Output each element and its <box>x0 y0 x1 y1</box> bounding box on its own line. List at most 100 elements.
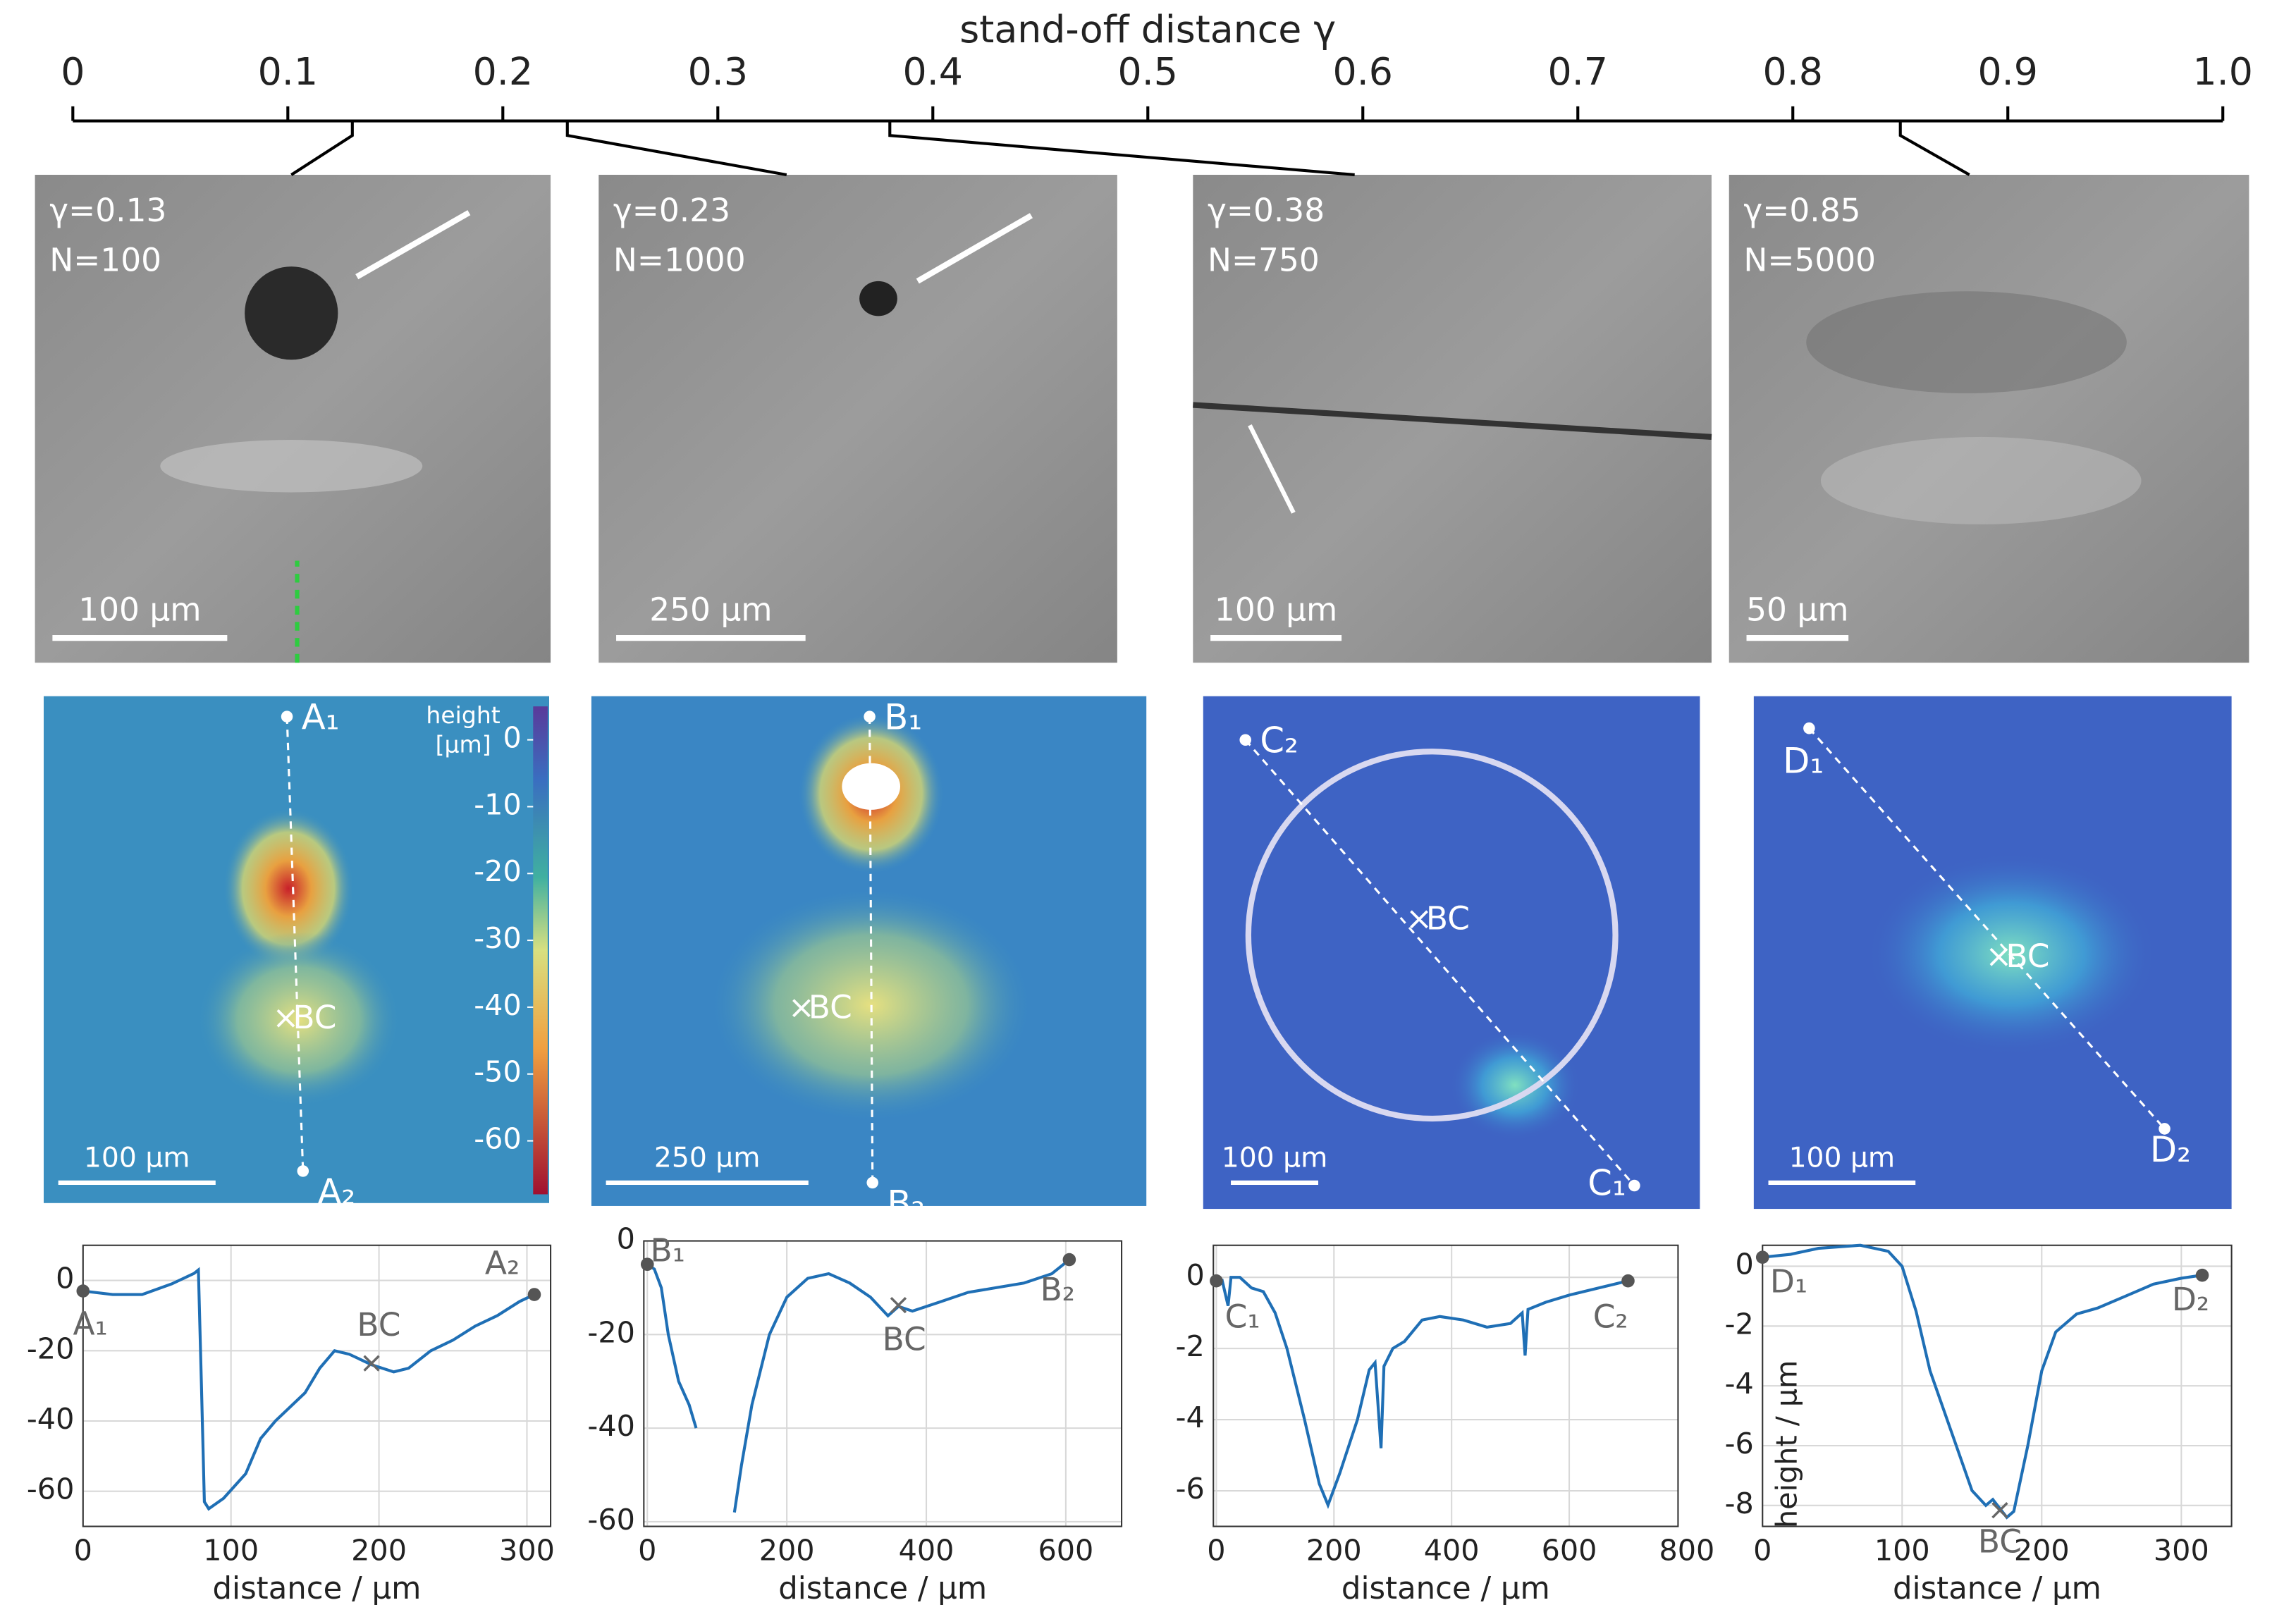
light-zone <box>1820 436 2142 524</box>
sem-image <box>598 174 1117 663</box>
tick-label: 0.1 <box>258 49 318 94</box>
bc-label: BC <box>809 988 852 1026</box>
scale-label: 100 µm <box>78 591 201 628</box>
x-axis-label: distance / µm <box>1341 1571 1550 1606</box>
gamma-label: γ=0.38 <box>1208 192 1325 229</box>
sem-image <box>1729 174 2249 663</box>
end-point <box>1062 1253 1076 1267</box>
y-tick-label: -40 <box>587 1409 634 1443</box>
hot-spot <box>223 808 355 969</box>
bc-label: BC <box>1426 899 1470 937</box>
x-tick-label: 0 <box>638 1534 656 1568</box>
x-tick-label: 800 <box>1659 1534 1714 1568</box>
profile-end-label: B₂ <box>887 1183 925 1224</box>
y-tick-label: -2 <box>1725 1307 1754 1341</box>
colorbar-tick-label: -40 <box>474 988 521 1022</box>
annotation: C₂ <box>1593 1298 1628 1335</box>
bc-cross: × <box>272 999 299 1036</box>
colorbar-tick-label: -60 <box>474 1122 521 1156</box>
x-tick-label: 0 <box>1207 1534 1225 1568</box>
x-tick-label: 100 <box>203 1534 259 1568</box>
y-tick-label: -4 <box>1176 1401 1205 1434</box>
sem-image <box>35 174 551 663</box>
annotation: D₂ <box>2172 1281 2209 1318</box>
y-tick-label: -20 <box>27 1331 74 1365</box>
profile-line <box>82 1267 535 1511</box>
profile-end-label: A₂ <box>317 1171 355 1212</box>
x-tick-label: 600 <box>1038 1534 1093 1568</box>
bc-cross: × <box>1406 899 1432 937</box>
bc-cross: × <box>788 988 815 1026</box>
colorbar-title: [µm] <box>436 730 491 758</box>
y-tick-label: -60 <box>27 1472 74 1506</box>
y-tick-label: 0 <box>1736 1247 1754 1281</box>
n-label: N=750 <box>1208 241 1320 278</box>
x-tick-label: 400 <box>899 1534 954 1568</box>
plot-frame <box>643 1240 1123 1527</box>
x-axis-label: distance / µm <box>1893 1571 2101 1606</box>
x-tick-label: 400 <box>1424 1534 1480 1568</box>
colorbar-tick-label: -20 <box>474 854 521 888</box>
marker-connector <box>1898 121 1970 176</box>
arrow <box>355 210 471 280</box>
x-axis-label: distance / µm <box>778 1571 987 1606</box>
gamma-label: γ=0.85 <box>1743 192 1860 229</box>
profile-end <box>864 710 876 722</box>
profile-line <box>1762 1243 2203 1520</box>
profile-line <box>286 716 305 1171</box>
tick-label: 1.0 <box>2192 49 2252 94</box>
bc-cross: × <box>1988 1492 2013 1526</box>
ring <box>1245 749 1619 1122</box>
tick-label: 0 <box>61 49 85 94</box>
end-point <box>76 1284 90 1298</box>
height-map <box>1203 696 1700 1210</box>
bc-cross: × <box>360 1346 384 1379</box>
profile-line <box>646 1258 1071 1513</box>
annotation: C₁ <box>1225 1298 1260 1335</box>
gamma-label: γ=0.13 <box>49 192 166 229</box>
x-axis-label: distance / µm <box>213 1571 422 1606</box>
scratch <box>1193 402 1712 441</box>
annotation: A₂ <box>485 1245 520 1282</box>
colorbar-tick-label: -50 <box>474 1055 521 1089</box>
profile-end <box>281 710 293 722</box>
profile-end <box>1628 1179 1640 1192</box>
profile-start-label: A₁ <box>302 696 340 737</box>
x-tick-label: 600 <box>1542 1534 1597 1568</box>
tick-label: 0.8 <box>1763 49 1823 94</box>
colorbar <box>533 706 548 1195</box>
scale-label: 100 µm <box>1789 1142 1896 1174</box>
n-label: N=1000 <box>613 241 746 278</box>
annotation: B₁ <box>650 1232 684 1269</box>
annotation: A₁ <box>73 1305 107 1343</box>
profile-line <box>1215 1276 1629 1509</box>
y-tick-label: -6 <box>1725 1427 1754 1460</box>
scale-label: 50 µm <box>1746 591 1848 628</box>
y-tick-label: -4 <box>1725 1367 1754 1401</box>
tick-label: 0.2 <box>473 49 533 94</box>
profile-start-label: C₂ <box>1260 720 1298 761</box>
colorbar-tick-label: -30 <box>474 921 521 955</box>
dark-zone <box>1806 291 2127 393</box>
pit <box>859 281 897 316</box>
pit <box>245 266 338 360</box>
y-tick-label: -20 <box>587 1315 634 1349</box>
annotation: BC <box>883 1321 926 1358</box>
plot-frame <box>82 1244 552 1527</box>
scale-label: 100 µm <box>1222 1142 1328 1174</box>
x-tick-label: 300 <box>499 1534 555 1568</box>
bc-cross: × <box>886 1287 911 1321</box>
profile-end <box>297 1165 309 1177</box>
profile-start-label: B₁ <box>884 696 922 737</box>
axis-title: stand-off distance γ <box>959 7 1336 51</box>
x-tick-label: 0 <box>1753 1534 1772 1568</box>
x-tick-label: 200 <box>351 1534 407 1568</box>
scale-label: 250 µm <box>649 591 772 628</box>
y-tick-label: -60 <box>587 1503 634 1537</box>
y-tick-label: 0 <box>1186 1258 1205 1292</box>
y-tick-label: -2 <box>1176 1329 1205 1363</box>
scale-label: 100 µm <box>1215 591 1337 628</box>
end-point <box>640 1257 654 1272</box>
annotation: BC <box>1978 1522 2022 1560</box>
